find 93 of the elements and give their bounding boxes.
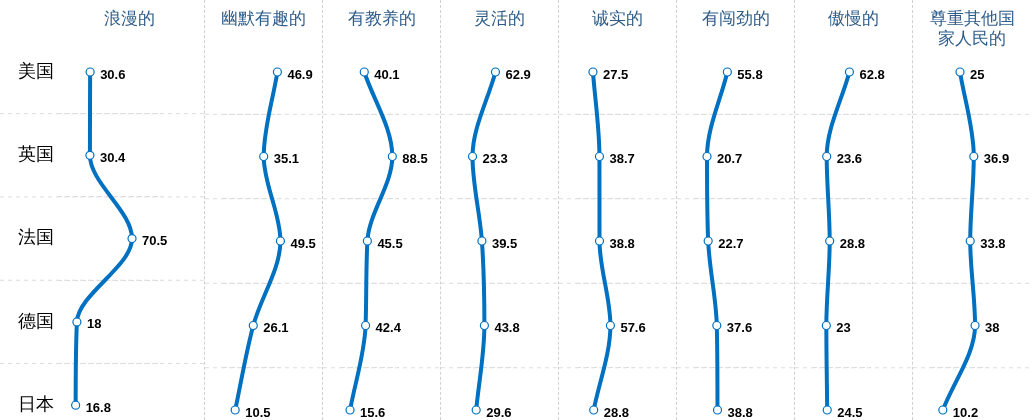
y-tick-label: 法国 xyxy=(18,227,54,248)
point xyxy=(275,236,286,246)
data-label: 39.5 xyxy=(491,235,518,251)
data-label: 10.2 xyxy=(952,404,979,420)
data-label: 40.1 xyxy=(374,66,400,82)
point xyxy=(490,67,501,77)
y-tick-label: 英国 xyxy=(18,144,54,165)
point xyxy=(594,236,605,246)
data-label: 23 xyxy=(836,320,851,336)
data-label: 28.8 xyxy=(603,404,630,420)
data-label: 15.6 xyxy=(360,404,386,420)
point xyxy=(360,320,371,331)
chart-title: 灵活的 xyxy=(473,8,526,28)
data-label: 38 xyxy=(985,320,1000,336)
data-label: 62.8 xyxy=(859,66,885,82)
point xyxy=(965,236,975,246)
point xyxy=(605,320,616,331)
point xyxy=(259,151,269,162)
data-label: 27.5 xyxy=(602,66,629,82)
data-label: 25 xyxy=(970,66,985,82)
point xyxy=(362,236,372,246)
data-label: 10.5 xyxy=(245,404,271,420)
point xyxy=(703,236,713,246)
data-label: 62.9 xyxy=(505,66,531,82)
point xyxy=(467,151,478,162)
data-label: 22.7 xyxy=(718,235,744,251)
point xyxy=(722,67,732,77)
data-label: 36.9 xyxy=(983,151,1010,167)
point xyxy=(712,405,723,415)
data-label: 88.5 xyxy=(402,151,428,167)
data-label: 30.4 xyxy=(99,149,126,165)
point xyxy=(85,150,95,160)
point xyxy=(127,234,137,244)
point xyxy=(822,405,832,415)
data-label: 57.6 xyxy=(620,320,646,336)
chart-title: 尊重其他国家人民的 xyxy=(928,8,1016,48)
data-label: 38.8 xyxy=(609,235,635,251)
data-label: 38.8 xyxy=(727,404,753,420)
chart-title: 傲慢的 xyxy=(827,8,880,28)
point xyxy=(938,405,948,415)
point xyxy=(588,67,598,77)
data-label: 16.8 xyxy=(85,399,111,415)
point xyxy=(821,320,831,331)
point xyxy=(248,320,258,331)
data-label: 30.6 xyxy=(100,66,126,82)
point xyxy=(594,151,605,162)
chart-title: 有教养的 xyxy=(346,8,417,28)
point xyxy=(702,151,712,162)
point xyxy=(230,405,240,415)
data-label: 23.6 xyxy=(836,151,862,167)
point xyxy=(822,151,832,162)
y-tick-label: 日本 xyxy=(18,393,54,414)
data-label: 18 xyxy=(86,316,102,332)
point xyxy=(844,67,855,77)
point xyxy=(345,405,355,415)
point xyxy=(969,151,979,162)
data-label: 33.8 xyxy=(980,235,1006,251)
point xyxy=(477,236,487,246)
point xyxy=(712,320,722,331)
point xyxy=(71,400,81,410)
data-label: 55.8 xyxy=(737,66,763,82)
data-label: 45.5 xyxy=(377,235,403,251)
point xyxy=(471,405,481,415)
data-label: 23.3 xyxy=(482,151,508,167)
y-tick-label: 德国 xyxy=(18,310,54,331)
point xyxy=(589,405,599,415)
point xyxy=(272,67,282,77)
point xyxy=(359,67,369,77)
point xyxy=(387,151,397,162)
point xyxy=(479,320,489,331)
point xyxy=(970,320,980,331)
chart-title: 幽默有趣的 xyxy=(220,8,307,28)
data-label: 29.6 xyxy=(486,404,512,420)
data-label: 24.5 xyxy=(837,404,863,420)
y-tick-label: 美国 xyxy=(18,60,54,81)
chart-title: 诚实的 xyxy=(591,8,644,28)
data-label: 26.1 xyxy=(263,320,289,336)
point xyxy=(72,317,82,327)
chart-title: 有闯劲的 xyxy=(700,8,771,28)
chart-title: 浪漫的 xyxy=(103,8,156,28)
data-label: 20.7 xyxy=(717,151,743,167)
data-label: 42.4 xyxy=(375,320,402,336)
data-label: 35.1 xyxy=(273,151,300,167)
point xyxy=(825,236,835,246)
data-label: 70.5 xyxy=(142,233,168,249)
data-label: 46.9 xyxy=(287,66,313,82)
point xyxy=(85,67,95,77)
data-label: 49.5 xyxy=(290,235,316,251)
data-label: 43.8 xyxy=(494,320,520,336)
point xyxy=(955,67,965,77)
data-label: 38.7 xyxy=(609,151,635,167)
data-label: 37.6 xyxy=(726,320,753,336)
data-label: 28.8 xyxy=(839,235,866,251)
